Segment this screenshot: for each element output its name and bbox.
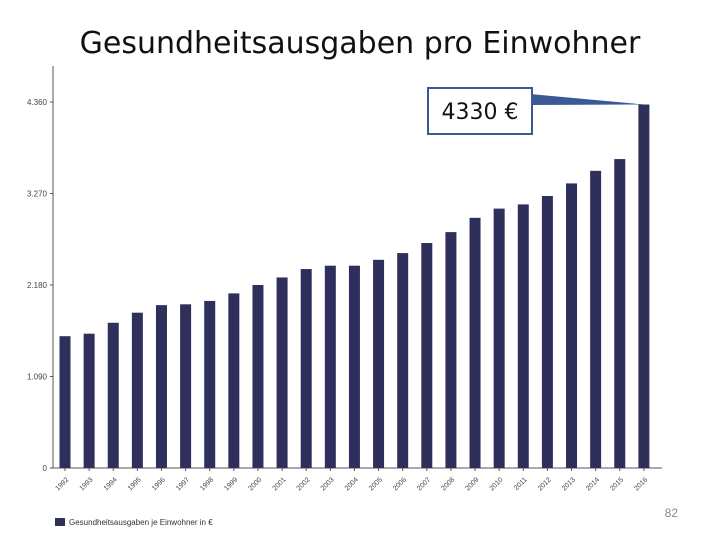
bar: [421, 243, 433, 468]
x-tick-label: 2016: [633, 476, 649, 492]
x-tick-label: 2012: [537, 476, 553, 492]
legend: Gesundheitsausgaben je Einwohner in €: [55, 518, 213, 527]
x-tick-label: 2009: [464, 476, 480, 492]
callout-text: 4330 €: [442, 100, 519, 125]
bar: [83, 333, 95, 468]
bar: [300, 269, 312, 468]
y-tick-label: 4.360: [27, 98, 48, 107]
x-tick-label: 2000: [247, 476, 263, 492]
bar: [276, 277, 288, 468]
x-tick-label: 2002: [296, 476, 312, 492]
x-tick-label: 1992: [54, 476, 70, 492]
x-tick-label: 1994: [103, 476, 119, 492]
bar: [228, 293, 240, 468]
bar: [204, 300, 216, 468]
x-tick-label: 1993: [79, 476, 95, 492]
x-tick-label: 2007: [416, 476, 432, 492]
bar: [566, 183, 578, 468]
bar: [397, 253, 409, 468]
callout-box: [427, 87, 533, 135]
callout: 4330 €: [427, 87, 644, 135]
bar: [348, 265, 360, 468]
bar: [131, 312, 143, 468]
x-tick-label: 2006: [392, 476, 408, 492]
x-tick-label: 2004: [344, 476, 360, 492]
y-tick-label: 0: [43, 464, 48, 473]
bar: [590, 170, 602, 468]
bar: [373, 259, 385, 468]
x-tick-label: 1999: [223, 476, 239, 492]
bar: [541, 196, 553, 468]
bar: [324, 265, 336, 468]
x-tick-label: 1997: [175, 476, 191, 492]
x-tick-label: 2005: [368, 476, 384, 492]
bar: [59, 336, 71, 468]
x-tick-label: 2008: [440, 476, 456, 492]
bar: [445, 232, 457, 468]
legend-swatch: [55, 518, 65, 526]
callout-pointer: [530, 94, 644, 105]
y-tick-label: 2.180: [27, 281, 48, 290]
legend-label: Gesundheitsausgaben je Einwohner in €: [69, 518, 213, 527]
bar: [638, 104, 650, 469]
x-tick-label: 2011: [513, 476, 529, 492]
x-tick-label: 2014: [585, 476, 601, 492]
x-tick-label: 2003: [320, 476, 336, 492]
page-title: Gesundheitsausgaben pro Einwohner: [79, 26, 641, 61]
bar: [155, 305, 167, 468]
x-tick-label: 1998: [199, 476, 215, 492]
x-tick-labels: 1992 1993 1994 1995 1996 1997 1998 1999 2000 2001…: [54, 476, 649, 492]
bar: [107, 322, 119, 468]
bar: [180, 304, 192, 468]
x-tick-label: 2015: [609, 476, 625, 492]
x-tick-label: 2001: [272, 476, 288, 492]
slide-number: 82: [664, 506, 678, 520]
bar: [614, 159, 626, 468]
x-tick-label: 2013: [561, 476, 577, 492]
bar: [517, 204, 529, 468]
x-tick-label: 1995: [127, 476, 143, 492]
bar: [469, 217, 481, 468]
bar: [493, 208, 505, 468]
x-tick-label: 1996: [151, 476, 167, 492]
bar: [252, 285, 264, 468]
bars: [59, 104, 650, 469]
y-tick-label: 3.270: [27, 190, 48, 199]
y-tick-label: 1.090: [27, 373, 48, 382]
x-tick-label: 2010: [489, 476, 505, 492]
